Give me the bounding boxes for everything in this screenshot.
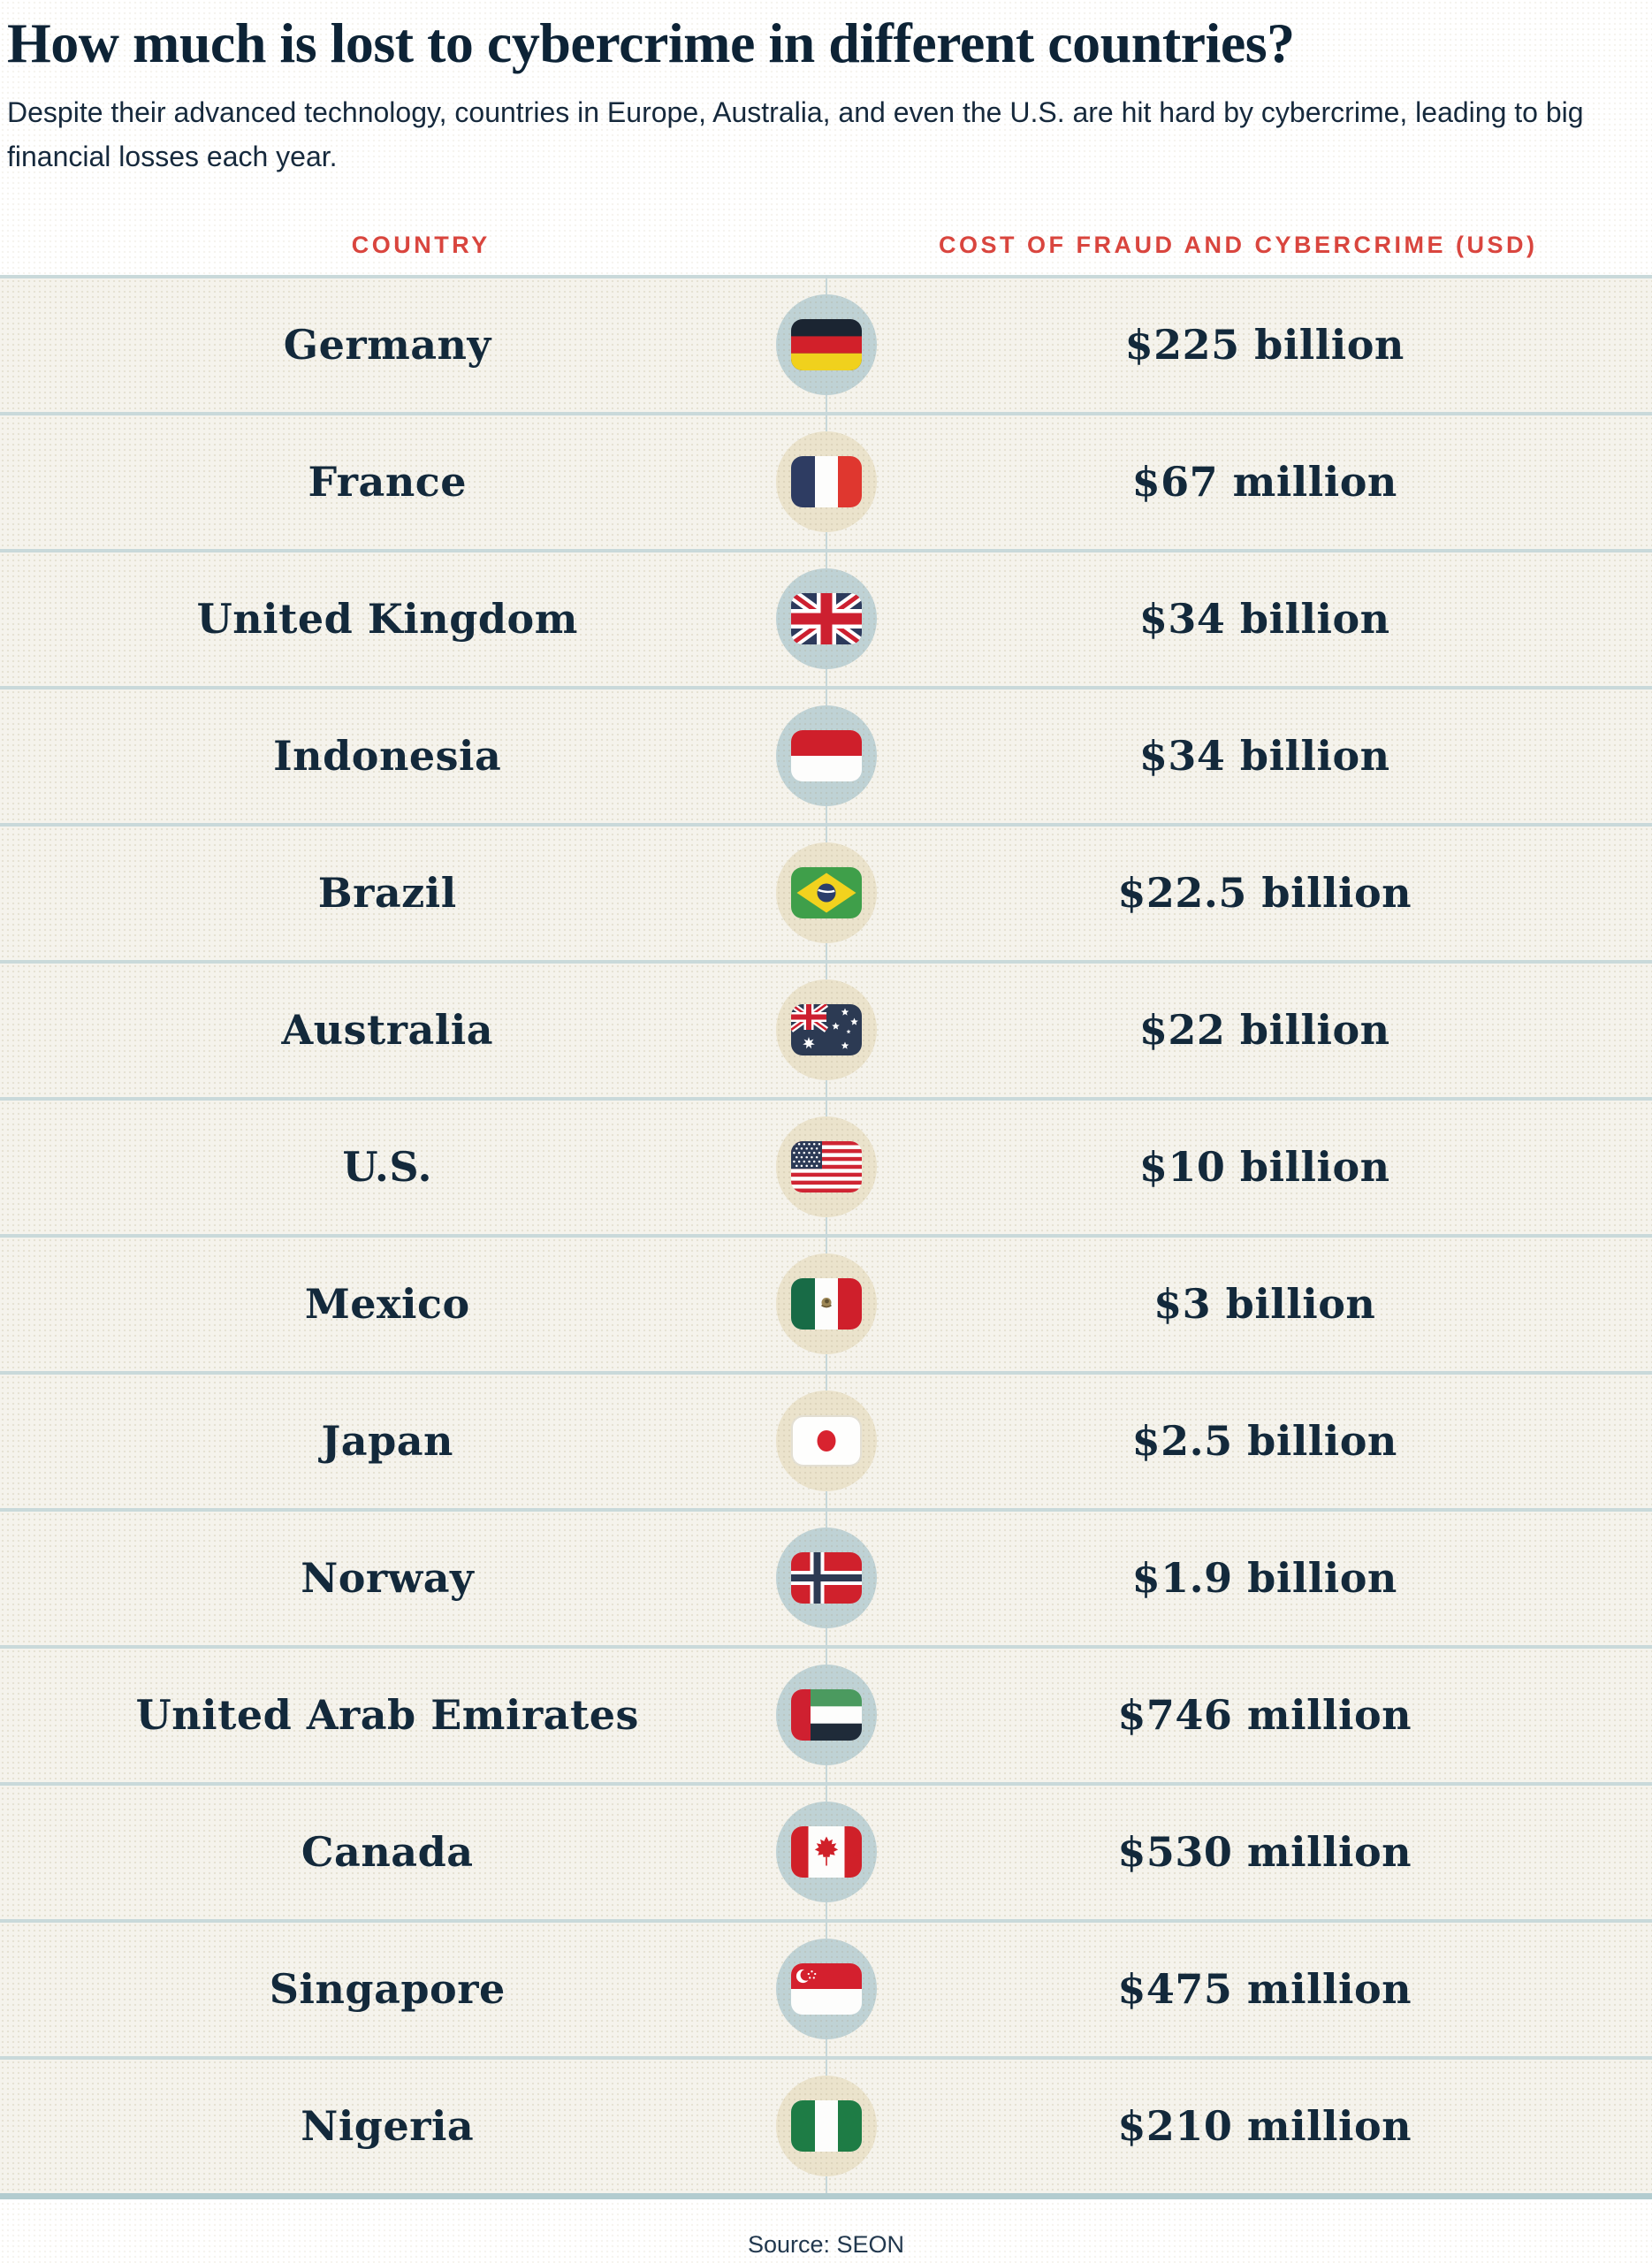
cost-value: $10 billion xyxy=(1138,1143,1390,1192)
table-row: United Kingdom $34 billion xyxy=(0,548,1652,686)
country-name: United Kingdom xyxy=(196,595,578,644)
nigeria-flag-icon xyxy=(790,2100,862,2153)
flag-circle xyxy=(775,705,877,807)
flag-cell xyxy=(775,842,878,944)
flag-cell xyxy=(775,431,878,533)
uk-flag-icon xyxy=(790,593,862,645)
us-flag-icon xyxy=(790,1141,862,1193)
connector-line xyxy=(825,274,827,2193)
table-row: United Arab Emirates $746 million xyxy=(0,1644,1652,1782)
country-name: Singapore xyxy=(269,1965,506,2014)
canada-flag-icon xyxy=(790,1826,862,1878)
germany-flag-icon xyxy=(790,319,862,371)
table-row: Indonesia $34 billion xyxy=(0,685,1652,823)
flag-circle xyxy=(775,1939,877,2040)
cost-value: $530 million xyxy=(1117,1828,1412,1877)
flag-cell xyxy=(775,2076,878,2177)
australia-flag-icon xyxy=(790,1004,862,1056)
country-name: Indonesia xyxy=(273,732,502,781)
norway-flag-icon xyxy=(790,1552,862,1604)
flag-circle xyxy=(775,431,877,533)
indonesia-flag-icon xyxy=(790,730,862,782)
flag-cell xyxy=(775,1528,878,1629)
cost-value: $34 billion xyxy=(1138,595,1390,644)
flag-cell xyxy=(775,1391,878,1492)
flag-cell xyxy=(775,568,878,670)
uae-flag-icon xyxy=(790,1689,862,1741)
table-row: Singapore $475 million xyxy=(0,1918,1652,2056)
flag-circle xyxy=(775,1665,877,1766)
table-row: U.S. $10 billion xyxy=(0,1096,1652,1234)
country-name: Nigeria xyxy=(301,2102,475,2151)
cost-value: $746 million xyxy=(1117,1691,1412,1740)
source-credit: Source: SEON xyxy=(747,2230,905,2258)
cost-value: $22 billion xyxy=(1138,1006,1390,1055)
column-header-country: COUNTRY xyxy=(351,231,491,258)
page-title: How much is lost to cybercrime in differ… xyxy=(7,11,1295,74)
japan-flag-icon xyxy=(790,1415,862,1467)
column-header-cost: COST OF FRAUD AND CYBERCRIME (USD) xyxy=(939,231,1538,258)
cost-value: $67 million xyxy=(1131,458,1397,507)
page-subtitle: Despite their advanced technology, count… xyxy=(7,95,1584,172)
flag-circle xyxy=(775,2076,877,2177)
flag-cell xyxy=(775,979,878,1081)
country-name: Australia xyxy=(281,1006,494,1055)
table-row: Brazil $22.5 billion xyxy=(0,822,1652,960)
flag-cell xyxy=(775,294,878,396)
cost-value: $225 billion xyxy=(1124,321,1405,370)
flag-circle xyxy=(775,294,877,396)
table-row: Canada $530 million xyxy=(0,1781,1652,1919)
france-flag-icon xyxy=(790,456,862,508)
country-name: Germany xyxy=(283,321,491,370)
country-name: Japan xyxy=(321,1417,453,1466)
cost-value: $3 billion xyxy=(1153,1280,1376,1329)
flag-circle xyxy=(775,1116,877,1218)
country-name: France xyxy=(308,458,468,507)
column-headers: COUNTRY COST OF FRAUD AND CYBERCRIME (US… xyxy=(0,232,1652,259)
cost-value: $1.9 billion xyxy=(1131,1554,1397,1603)
cost-value: $2.5 billion xyxy=(1131,1417,1397,1466)
flag-cell xyxy=(775,1802,878,1903)
mexico-flag-icon xyxy=(790,1278,862,1330)
brazil-flag-icon xyxy=(790,867,862,919)
singapore-flag-icon xyxy=(790,1963,862,2015)
cost-value: $210 million xyxy=(1117,2102,1412,2151)
country-name: Norway xyxy=(301,1554,475,1603)
flag-cell xyxy=(775,1939,878,2040)
table-row: Nigeria $210 million xyxy=(0,2055,1652,2193)
country-name: Mexico xyxy=(304,1280,470,1329)
table-row: Mexico $3 billion xyxy=(0,1233,1652,1371)
country-name: Canada xyxy=(301,1828,474,1877)
table-row: Japan $2.5 billion xyxy=(0,1370,1652,1508)
flag-cell xyxy=(775,1253,878,1355)
cost-value: $34 billion xyxy=(1138,732,1390,781)
flag-circle xyxy=(775,568,877,670)
flag-circle xyxy=(775,1802,877,1903)
flag-circle xyxy=(775,1528,877,1629)
flag-cell xyxy=(775,1665,878,1766)
flag-circle xyxy=(775,1391,877,1492)
country-name: U.S. xyxy=(342,1143,432,1192)
cost-value: $22.5 billion xyxy=(1117,869,1412,918)
table-row: Norway $1.9 billion xyxy=(0,1507,1652,1645)
table-row: Germany $225 billion xyxy=(0,274,1652,412)
table-row: France $67 million xyxy=(0,411,1652,549)
flag-cell xyxy=(775,705,878,807)
country-name: United Arab Emirates xyxy=(135,1691,639,1740)
country-cost-table: Germany $225 billion France $67 million … xyxy=(0,274,1652,2199)
flag-cell xyxy=(775,1116,878,1218)
table-row: Australia $22 billion xyxy=(0,959,1652,1097)
country-name: Brazil xyxy=(317,869,457,918)
flag-circle xyxy=(775,1253,877,1355)
flag-circle xyxy=(775,842,877,944)
infographic-header: How much is lost to cybercrime in differ… xyxy=(0,0,1652,179)
flag-circle xyxy=(775,979,877,1081)
cost-value: $475 million xyxy=(1117,1965,1412,2014)
